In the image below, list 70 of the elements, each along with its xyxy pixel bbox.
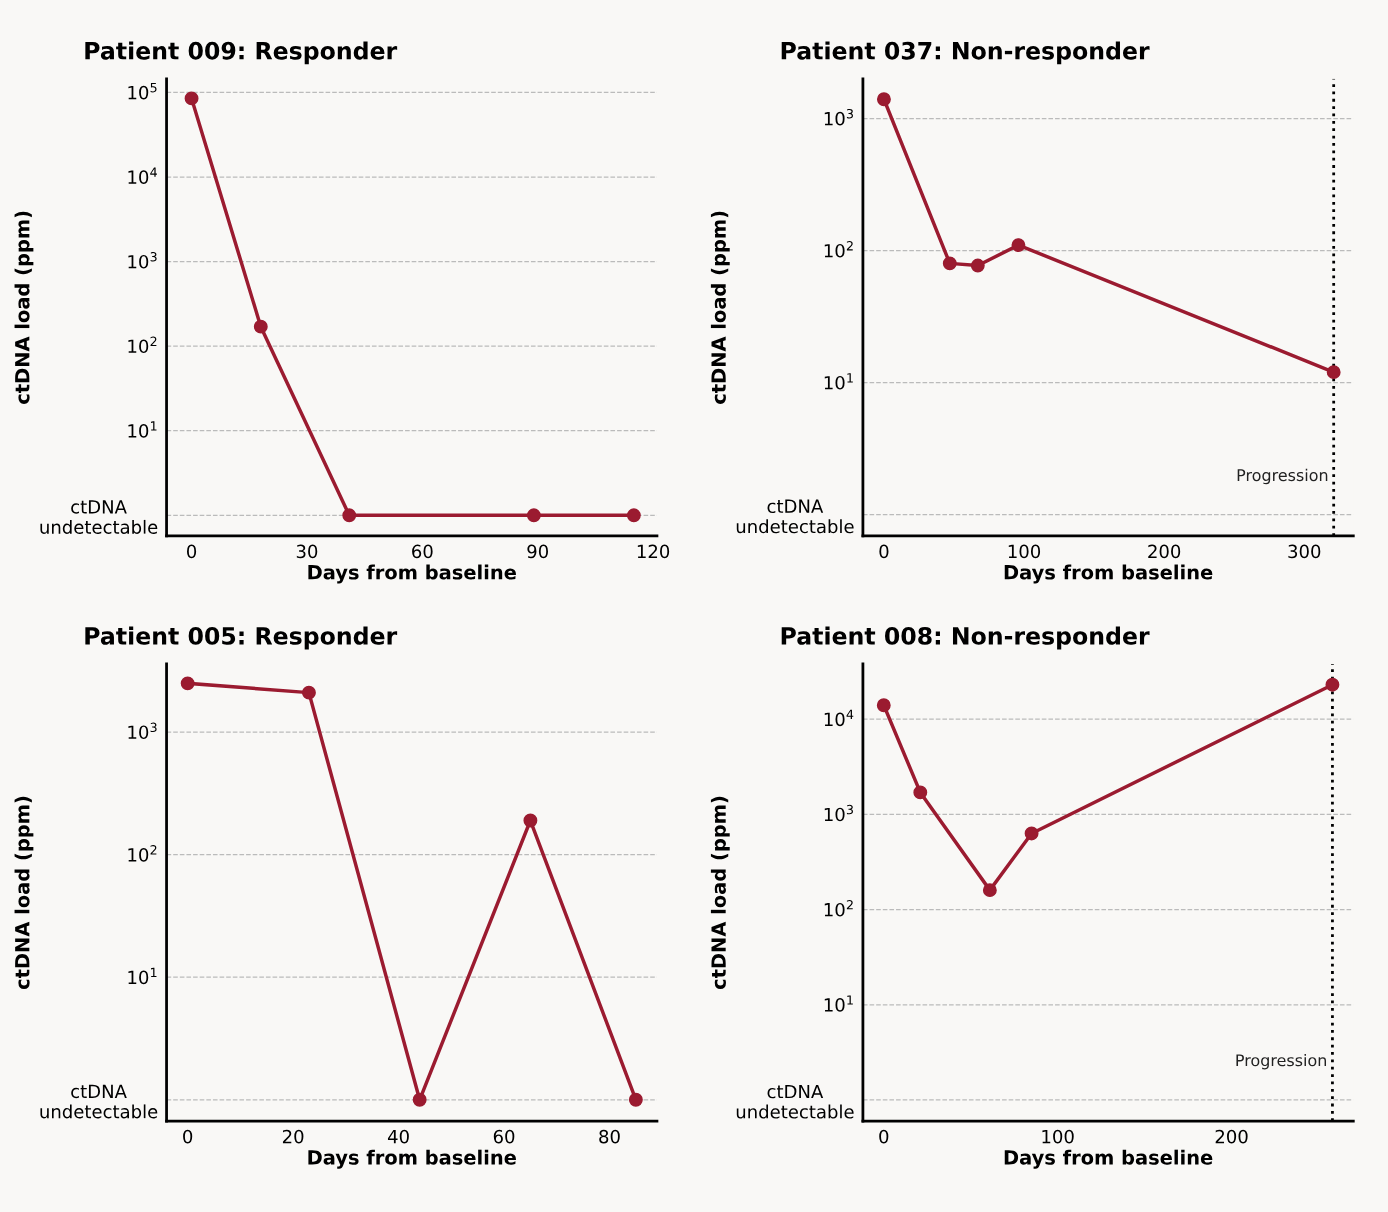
x-tick-label: 60 — [493, 1129, 515, 1144]
x-tick-label: 80 — [599, 1129, 620, 1144]
point — [1326, 365, 1341, 380]
x-tick-label: 0 — [183, 1129, 193, 1144]
chart-title: Patient 008: Non-responder — [781, 626, 1150, 650]
point — [1011, 238, 1026, 253]
x-axis-title: Days from baseline — [1004, 564, 1213, 584]
ref-line-label: Progression — [1236, 1053, 1326, 1070]
point — [253, 319, 268, 334]
point — [180, 676, 195, 691]
point — [876, 698, 891, 713]
chart-title: Patient 009: Responder — [85, 41, 398, 65]
point — [526, 508, 541, 523]
y-tick-label: 10$^{5}$ — [128, 83, 157, 100]
y-tick-label: 10$^{3}$ — [824, 804, 853, 822]
y-tick-label: 10$^{1}$ — [128, 421, 157, 438]
y-tick-label: ctDNA undetectable — [736, 499, 854, 534]
y-tick-label: 10$^{1}$ — [824, 995, 853, 1012]
point — [184, 91, 199, 106]
x-tick-label: 0 — [879, 1129, 889, 1144]
x-tick-label: 200 — [1148, 544, 1181, 559]
point — [1325, 677, 1340, 692]
y-axis-title: ctDNA load (ppm) — [710, 796, 730, 990]
y-tick-label: 10$^{3}$ — [128, 252, 157, 269]
ref-line-label: Progression — [1237, 468, 1328, 485]
point — [876, 92, 891, 107]
point — [523, 813, 538, 828]
x-tick-label: 100 — [1008, 544, 1041, 559]
x-tick-label: 90 — [527, 544, 549, 559]
x-axis-title: Days from baseline — [1004, 1149, 1213, 1169]
point — [626, 508, 641, 523]
y-tick-label: 10$^{3}$ — [128, 722, 157, 740]
y-axis-title: ctDNA load (ppm) — [14, 796, 34, 990]
y-tick-label: 10$^{2}$ — [824, 899, 853, 917]
x-tick-label: 0 — [879, 544, 889, 559]
y-tick-label: ctDNA undetectable — [40, 500, 158, 534]
y-axis-title: ctDNA load (ppm) — [710, 211, 730, 404]
point — [1024, 826, 1039, 841]
y-tick-label: 10$^{1}$ — [824, 373, 853, 390]
chart-title: Patient 005: Responder — [85, 626, 398, 650]
point — [628, 1092, 643, 1107]
point — [412, 1092, 427, 1107]
x-tick-label: 40 — [387, 1129, 409, 1144]
y-axis-title: ctDNA load (ppm) — [14, 211, 34, 404]
x-tick-label: 300 — [1288, 544, 1321, 559]
y-tick-label: 10$^{2}$ — [128, 336, 157, 354]
x-tick-label: 20 — [282, 1129, 304, 1144]
y-tick-label: 10$^{1}$ — [128, 967, 157, 985]
point — [982, 883, 997, 898]
x-tick-label: 30 — [296, 544, 318, 559]
y-tick-label: 10$^{4}$ — [128, 167, 157, 184]
x-tick-label: 100 — [1042, 1129, 1074, 1144]
point — [970, 258, 985, 273]
x-tick-label: 60 — [412, 544, 433, 559]
x-axis-title: Days from baseline — [308, 1149, 516, 1169]
point — [913, 785, 928, 800]
y-tick-label: ctDNA undetectable — [736, 1084, 854, 1119]
x-axis-title: Days from baseline — [308, 564, 516, 584]
y-tick-label: 10$^{4}$ — [824, 709, 854, 727]
x-tick-label: 0 — [187, 544, 197, 559]
point — [942, 256, 957, 271]
point — [301, 685, 316, 700]
chart-title: Patient 037: Non-responder — [781, 41, 1150, 65]
y-tick-label: 10$^{3}$ — [824, 108, 853, 126]
x-tick-label: 200 — [1215, 1129, 1248, 1144]
y-tick-label: ctDNA undetectable — [40, 1084, 158, 1119]
y-tick-label: 10$^{2}$ — [824, 241, 853, 258]
point — [342, 508, 357, 523]
y-tick-label: 10$^{2}$ — [128, 845, 157, 862]
x-tick-label: 120 — [637, 544, 670, 559]
